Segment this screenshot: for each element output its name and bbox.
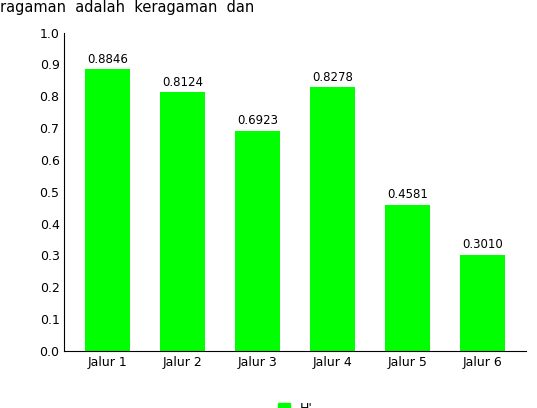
Bar	[161, 92, 205, 351]
Text: 0.3010: 0.3010	[462, 238, 503, 251]
Legend: H': H'	[278, 401, 313, 408]
Bar	[460, 255, 505, 351]
Text: 0.8124: 0.8124	[162, 75, 204, 89]
Text: 0.8278: 0.8278	[313, 71, 353, 84]
Text: 0.4581: 0.4581	[387, 188, 428, 201]
Bar	[310, 87, 355, 351]
Text: ragaman  adalah  keragaman  dan: ragaman adalah keragaman dan	[0, 0, 254, 15]
Bar	[386, 205, 430, 351]
Text: 0.8846: 0.8846	[88, 53, 128, 66]
Bar	[85, 69, 130, 351]
Text: 0.6923: 0.6923	[237, 114, 278, 127]
Bar	[235, 131, 280, 351]
